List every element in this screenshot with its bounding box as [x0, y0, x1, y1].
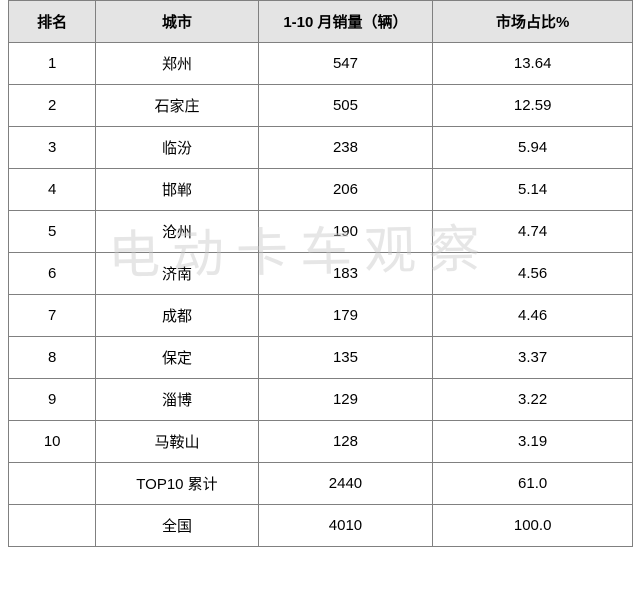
cell-city: 邯郸 — [96, 169, 258, 211]
cell-sales: 135 — [258, 337, 433, 379]
cell-city: 石家庄 — [96, 85, 258, 127]
cell-share: 100.0 — [433, 505, 633, 547]
table-row: 7成都1794.46 — [9, 295, 633, 337]
cell-rank — [9, 463, 96, 505]
cell-share: 3.37 — [433, 337, 633, 379]
cell-rank: 10 — [9, 421, 96, 463]
table-row: 3临汾2385.94 — [9, 127, 633, 169]
header-sales: 1-10 月销量（辆） — [258, 1, 433, 43]
cell-sales: 183 — [258, 253, 433, 295]
table-row: 5沧州1904.74 — [9, 211, 633, 253]
cell-city: 成都 — [96, 295, 258, 337]
cell-city: 郑州 — [96, 43, 258, 85]
cell-city: 沧州 — [96, 211, 258, 253]
cell-sales: 129 — [258, 379, 433, 421]
cell-sales: 547 — [258, 43, 433, 85]
table-header: 排名 城市 1-10 月销量（辆） 市场占比% — [9, 1, 633, 43]
cell-city: 淄博 — [96, 379, 258, 421]
cell-rank: 5 — [9, 211, 96, 253]
cell-rank: 9 — [9, 379, 96, 421]
cell-share: 4.56 — [433, 253, 633, 295]
cell-city: 马鞍山 — [96, 421, 258, 463]
cell-share: 12.59 — [433, 85, 633, 127]
cell-rank: 1 — [9, 43, 96, 85]
cell-rank: 3 — [9, 127, 96, 169]
table-row: 6济南1834.56 — [9, 253, 633, 295]
cell-rank: 7 — [9, 295, 96, 337]
cell-share: 61.0 — [433, 463, 633, 505]
sales-table: 排名 城市 1-10 月销量（辆） 市场占比% 1郑州54713.642石家庄5… — [8, 0, 633, 547]
table-row: 1郑州54713.64 — [9, 43, 633, 85]
cell-sales: 2440 — [258, 463, 433, 505]
table-row: 9淄博1293.22 — [9, 379, 633, 421]
cell-sales: 238 — [258, 127, 433, 169]
table-row: TOP10 累计244061.0 — [9, 463, 633, 505]
cell-rank: 8 — [9, 337, 96, 379]
cell-sales: 4010 — [258, 505, 433, 547]
table-body: 1郑州54713.642石家庄50512.593临汾2385.944邯郸2065… — [9, 43, 633, 547]
cell-city: 临汾 — [96, 127, 258, 169]
cell-city: 济南 — [96, 253, 258, 295]
cell-share: 5.94 — [433, 127, 633, 169]
cell-share: 3.22 — [433, 379, 633, 421]
table-row: 10马鞍山1283.19 — [9, 421, 633, 463]
header-share: 市场占比% — [433, 1, 633, 43]
cell-share: 5.14 — [433, 169, 633, 211]
cell-sales: 179 — [258, 295, 433, 337]
table-row: 8保定1353.37 — [9, 337, 633, 379]
cell-city: TOP10 累计 — [96, 463, 258, 505]
cell-rank: 6 — [9, 253, 96, 295]
table-row: 4邯郸2065.14 — [9, 169, 633, 211]
cell-sales: 128 — [258, 421, 433, 463]
cell-rank: 4 — [9, 169, 96, 211]
cell-share: 4.74 — [433, 211, 633, 253]
cell-share: 3.19 — [433, 421, 633, 463]
table-row: 全国4010100.0 — [9, 505, 633, 547]
cell-city: 全国 — [96, 505, 258, 547]
cell-share: 4.46 — [433, 295, 633, 337]
cell-rank: 2 — [9, 85, 96, 127]
header-rank: 排名 — [9, 1, 96, 43]
cell-sales: 206 — [258, 169, 433, 211]
sales-table-container: 排名 城市 1-10 月销量（辆） 市场占比% 1郑州54713.642石家庄5… — [8, 0, 633, 547]
header-row: 排名 城市 1-10 月销量（辆） 市场占比% — [9, 1, 633, 43]
cell-sales: 190 — [258, 211, 433, 253]
header-city: 城市 — [96, 1, 258, 43]
cell-share: 13.64 — [433, 43, 633, 85]
table-row: 2石家庄50512.59 — [9, 85, 633, 127]
cell-city: 保定 — [96, 337, 258, 379]
cell-sales: 505 — [258, 85, 433, 127]
cell-rank — [9, 505, 96, 547]
